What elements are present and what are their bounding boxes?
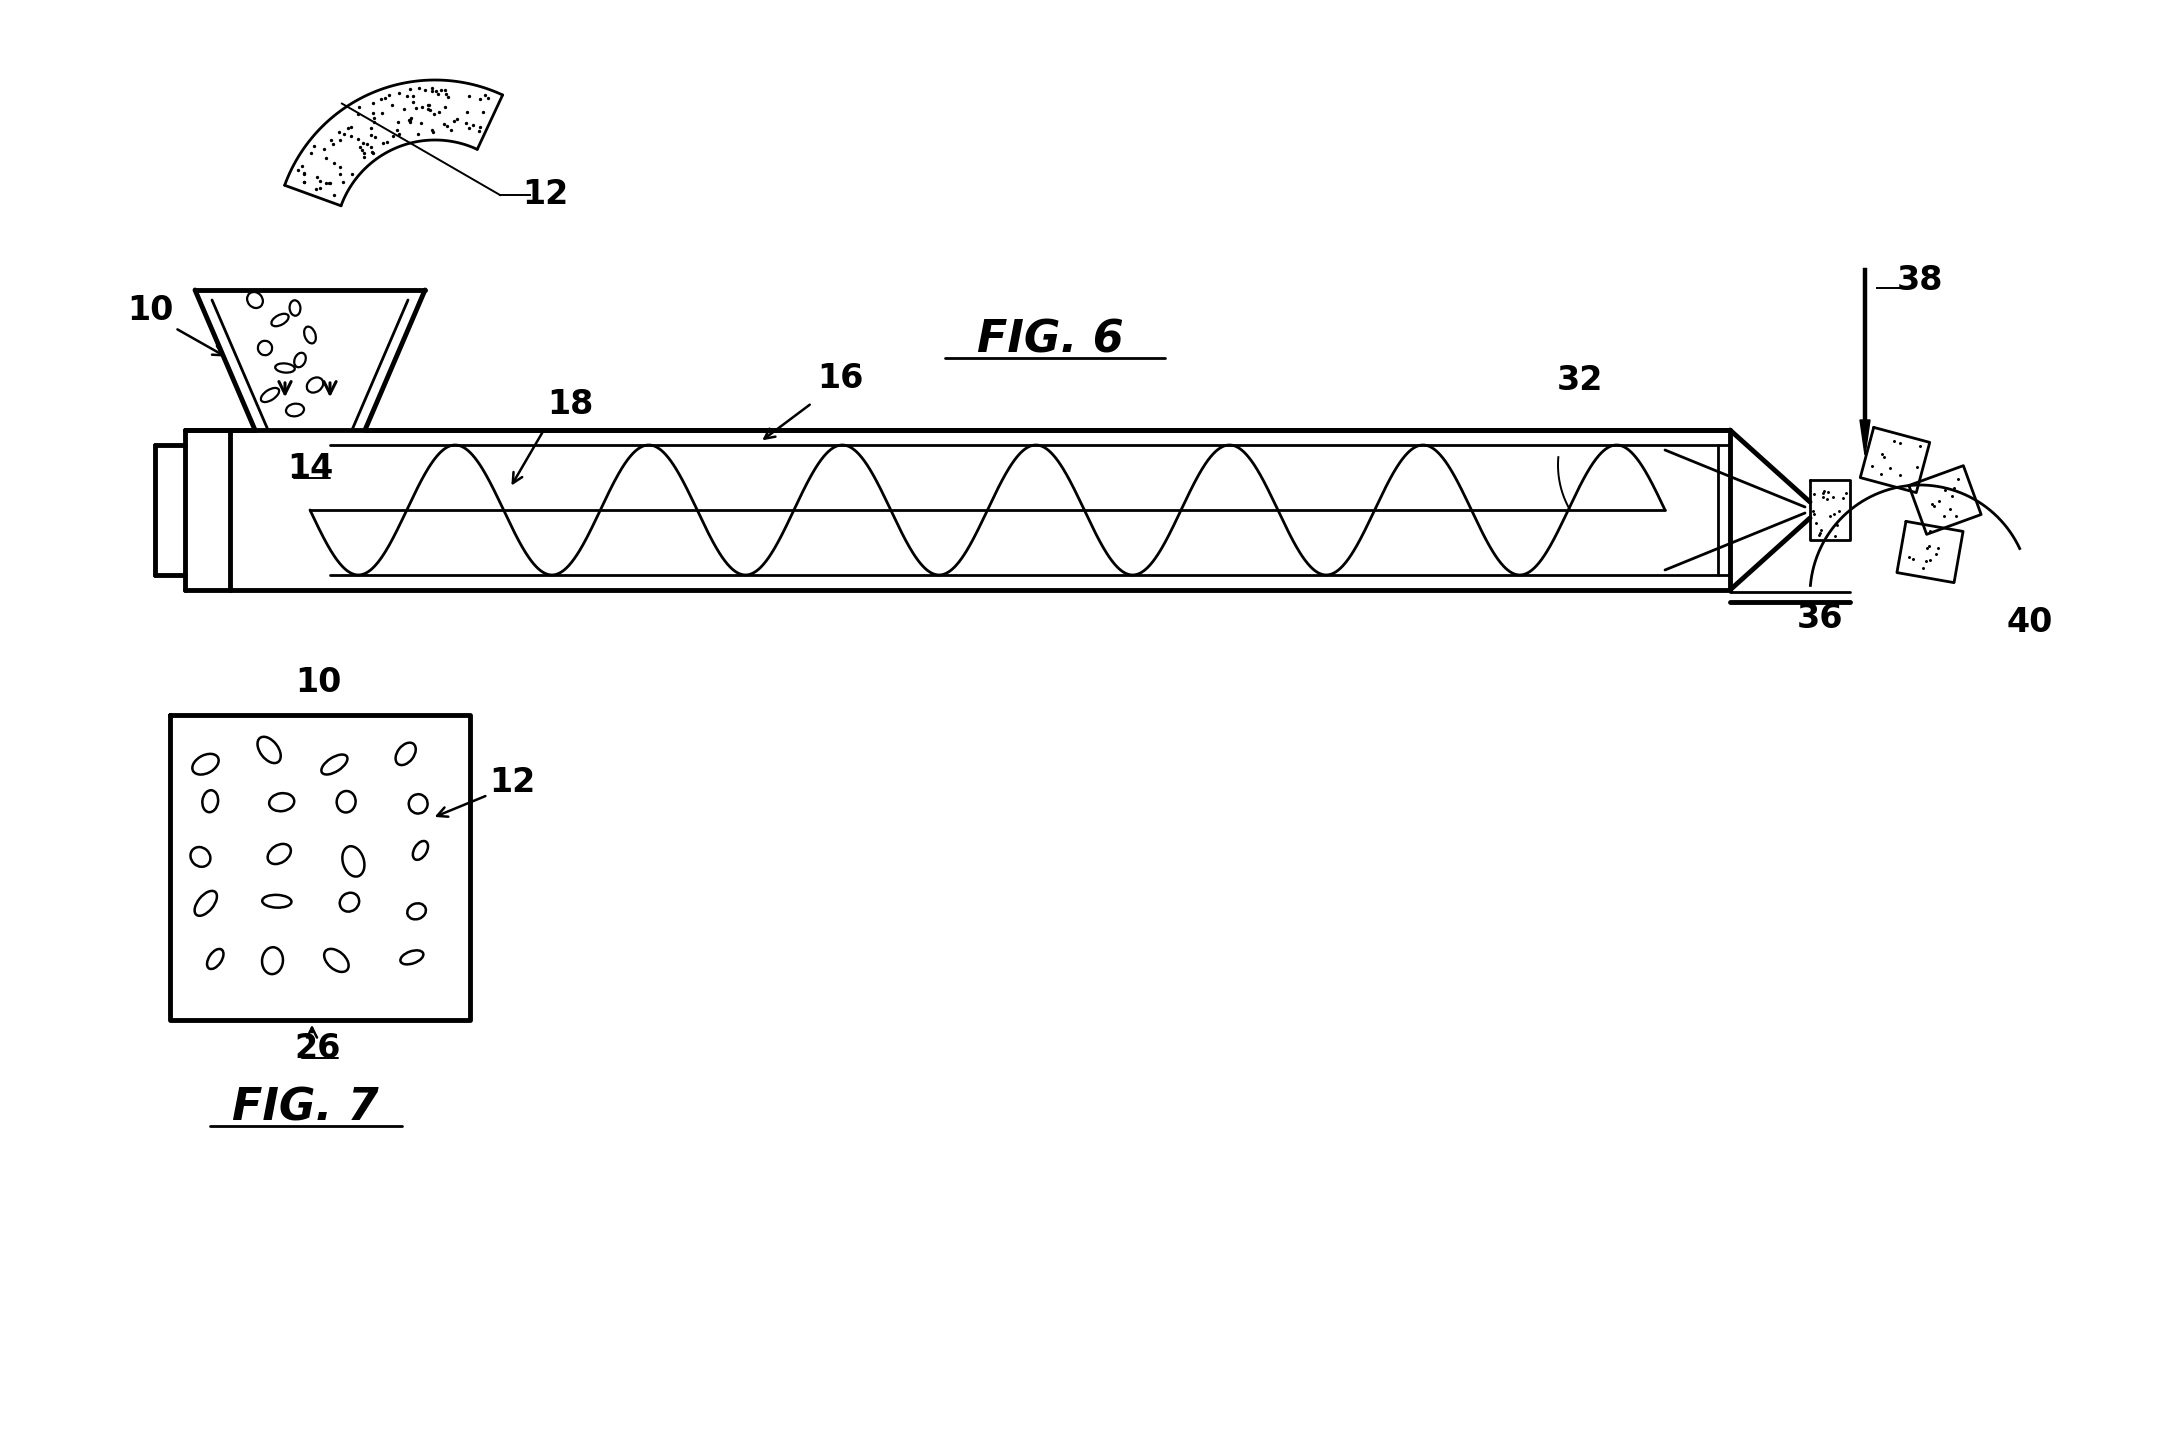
- Text: 12: 12: [489, 766, 535, 799]
- Text: 32: 32: [1556, 364, 1604, 397]
- Text: 36: 36: [1797, 601, 1843, 634]
- Text: 12: 12: [522, 179, 567, 212]
- Text: 16: 16: [817, 361, 863, 394]
- Text: FIG. 6: FIG. 6: [976, 318, 1123, 361]
- Text: 10: 10: [296, 666, 341, 699]
- Text: 14: 14: [287, 451, 332, 484]
- Text: 38: 38: [1897, 263, 1943, 296]
- Text: FIG. 7: FIG. 7: [233, 1087, 378, 1130]
- Text: 10: 10: [126, 294, 174, 326]
- Polygon shape: [1860, 420, 1871, 455]
- Text: 26: 26: [296, 1031, 341, 1064]
- Text: 18: 18: [548, 388, 593, 421]
- Text: 40: 40: [2008, 606, 2053, 639]
